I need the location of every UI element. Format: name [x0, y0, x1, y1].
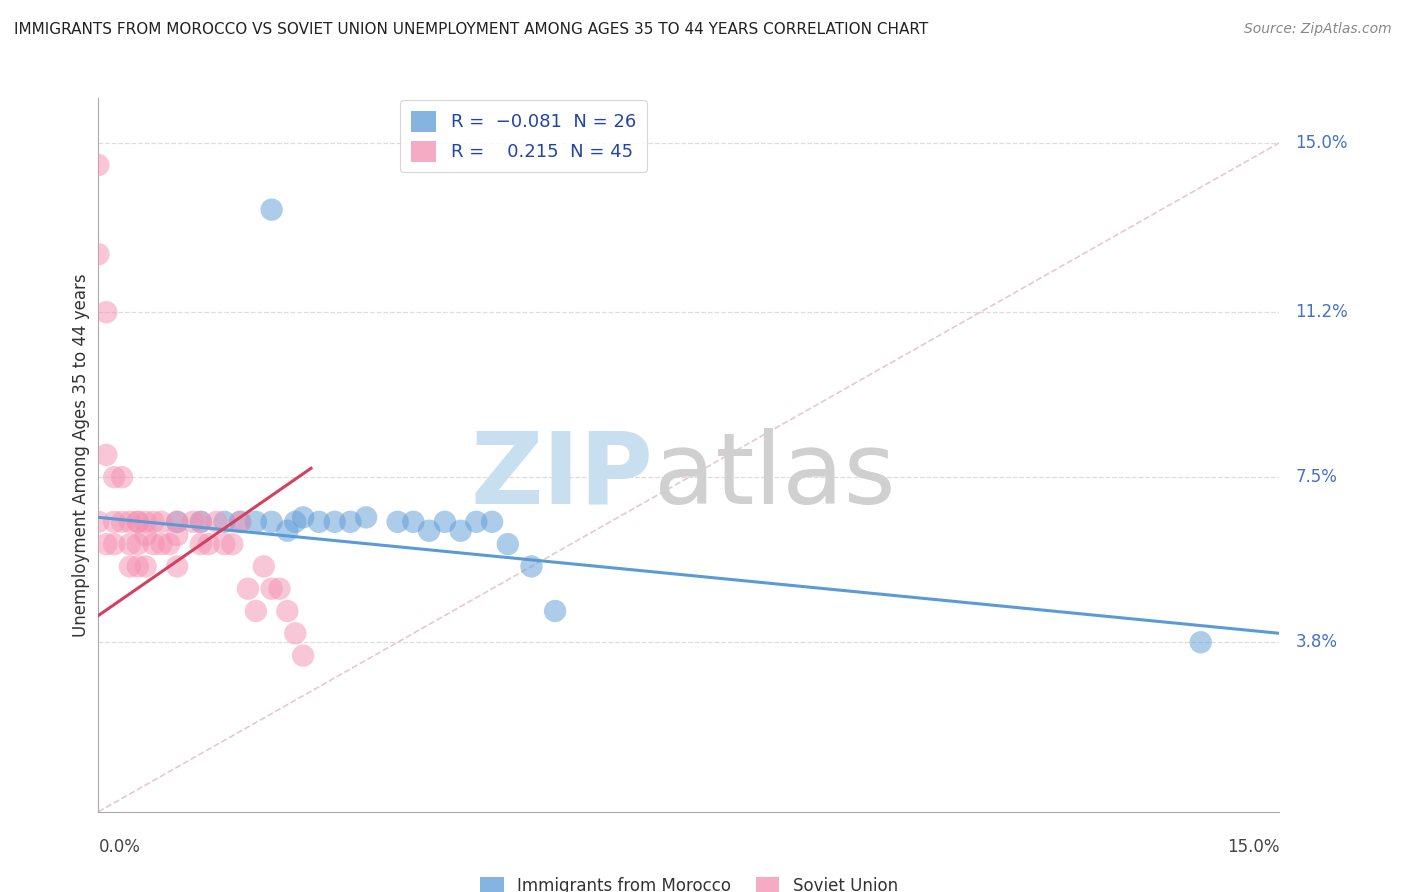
Point — [166, 559, 188, 574]
Point — [181, 515, 204, 529]
Point — [142, 537, 165, 551]
Point — [260, 515, 283, 529]
Point — [245, 604, 267, 618]
Point — [87, 515, 110, 529]
Point — [150, 515, 173, 529]
Point — [118, 537, 141, 551]
Point — [118, 559, 141, 574]
Point — [292, 510, 315, 524]
Point — [87, 247, 110, 261]
Point — [135, 559, 157, 574]
Point — [127, 515, 149, 529]
Point — [150, 537, 173, 551]
Point — [481, 515, 503, 529]
Point — [465, 515, 488, 529]
Point — [433, 515, 456, 529]
Point — [496, 537, 519, 551]
Point — [87, 158, 110, 172]
Point — [544, 604, 567, 618]
Point — [292, 648, 315, 663]
Point — [308, 515, 330, 529]
Point — [96, 305, 118, 319]
Point — [166, 528, 188, 542]
Point — [103, 537, 125, 551]
Point — [111, 515, 134, 529]
Point — [402, 515, 425, 529]
Point — [276, 524, 298, 538]
Point — [135, 515, 157, 529]
Text: ZIP: ZIP — [471, 428, 654, 524]
Text: 3.8%: 3.8% — [1295, 633, 1337, 651]
Point — [260, 202, 283, 217]
Y-axis label: Unemployment Among Ages 35 to 44 years: Unemployment Among Ages 35 to 44 years — [72, 273, 90, 637]
Point — [127, 515, 149, 529]
Point — [387, 515, 409, 529]
Point — [229, 515, 252, 529]
Point — [236, 582, 259, 596]
Point — [103, 515, 125, 529]
Point — [96, 537, 118, 551]
Point — [205, 515, 228, 529]
Point — [190, 515, 212, 529]
Text: 15.0%: 15.0% — [1295, 134, 1348, 152]
Point — [127, 559, 149, 574]
Point — [157, 537, 180, 551]
Point — [166, 515, 188, 529]
Point — [190, 515, 212, 529]
Text: atlas: atlas — [654, 428, 896, 524]
Point — [269, 582, 291, 596]
Point — [103, 470, 125, 484]
Legend: Immigrants from Morocco, Soviet Union: Immigrants from Morocco, Soviet Union — [474, 870, 904, 892]
Point — [111, 470, 134, 484]
Point — [284, 515, 307, 529]
Text: 11.2%: 11.2% — [1295, 303, 1348, 321]
Point — [96, 448, 118, 462]
Point — [118, 515, 141, 529]
Text: 7.5%: 7.5% — [1295, 468, 1337, 486]
Point — [276, 604, 298, 618]
Point — [323, 515, 346, 529]
Point — [245, 515, 267, 529]
Text: 15.0%: 15.0% — [1227, 838, 1279, 856]
Point — [135, 528, 157, 542]
Point — [520, 559, 543, 574]
Point — [214, 515, 236, 529]
Point — [1189, 635, 1212, 649]
Text: Source: ZipAtlas.com: Source: ZipAtlas.com — [1244, 22, 1392, 37]
Text: 0.0%: 0.0% — [98, 838, 141, 856]
Point — [197, 537, 219, 551]
Point — [166, 515, 188, 529]
Point — [229, 515, 252, 529]
Point — [354, 510, 377, 524]
Point — [190, 537, 212, 551]
Point — [418, 524, 440, 538]
Point — [142, 515, 165, 529]
Point — [253, 559, 276, 574]
Point — [284, 626, 307, 640]
Point — [260, 582, 283, 596]
Point — [127, 537, 149, 551]
Point — [450, 524, 472, 538]
Point — [214, 537, 236, 551]
Point — [221, 537, 243, 551]
Point — [339, 515, 361, 529]
Text: IMMIGRANTS FROM MOROCCO VS SOVIET UNION UNEMPLOYMENT AMONG AGES 35 TO 44 YEARS C: IMMIGRANTS FROM MOROCCO VS SOVIET UNION … — [14, 22, 928, 37]
